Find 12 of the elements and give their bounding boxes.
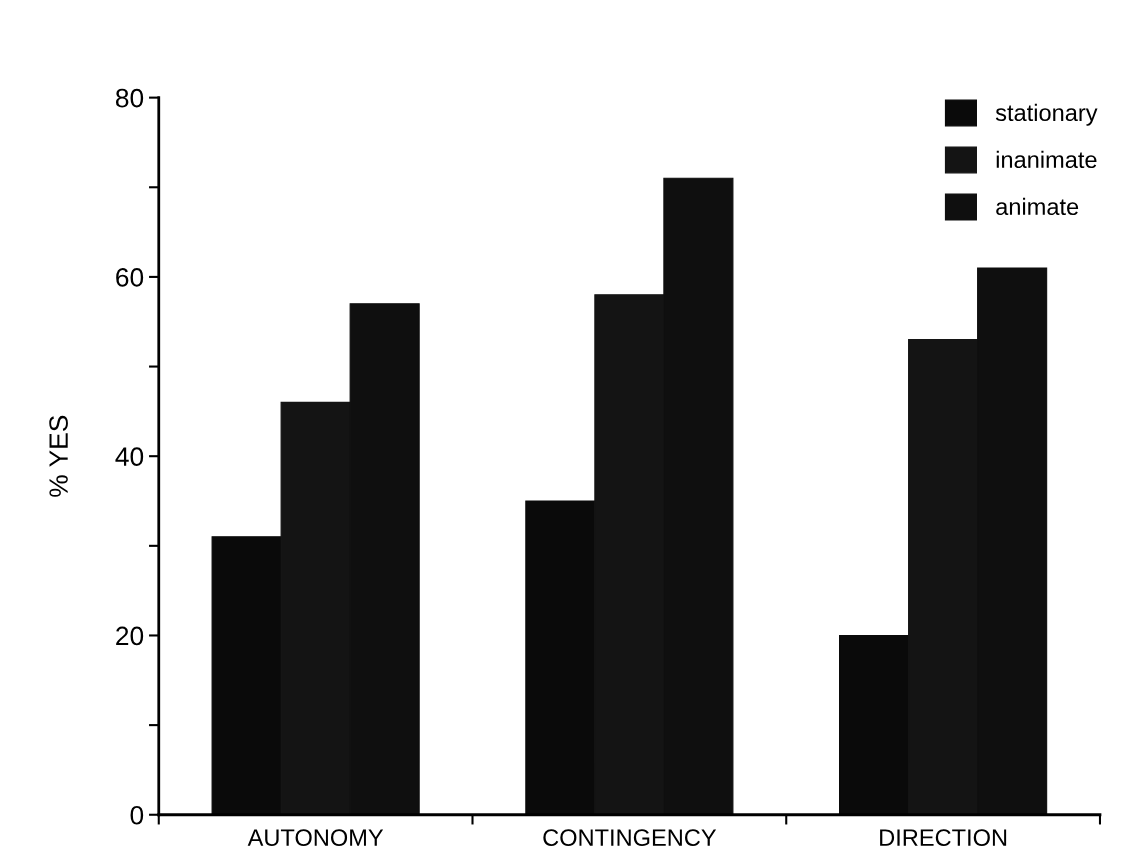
y-tick-label: 60 xyxy=(116,268,144,287)
y-axis-title: % YES xyxy=(49,415,68,497)
x-tick-label: AUTONOMY xyxy=(247,829,384,846)
x-tick-label: CONTINGENCY xyxy=(543,829,717,846)
y-tick-label: 40 xyxy=(115,447,144,467)
legend-label: animate xyxy=(996,197,1079,216)
y-tick-label: 20 xyxy=(116,626,144,646)
x-tick-label: DIRECTION xyxy=(880,829,1007,846)
legend-label: inanimate xyxy=(996,150,1097,169)
legend-label: stationary xyxy=(995,103,1098,126)
y-tick-label: 80 xyxy=(115,88,144,108)
y-tick-label: 0 xyxy=(130,805,144,825)
